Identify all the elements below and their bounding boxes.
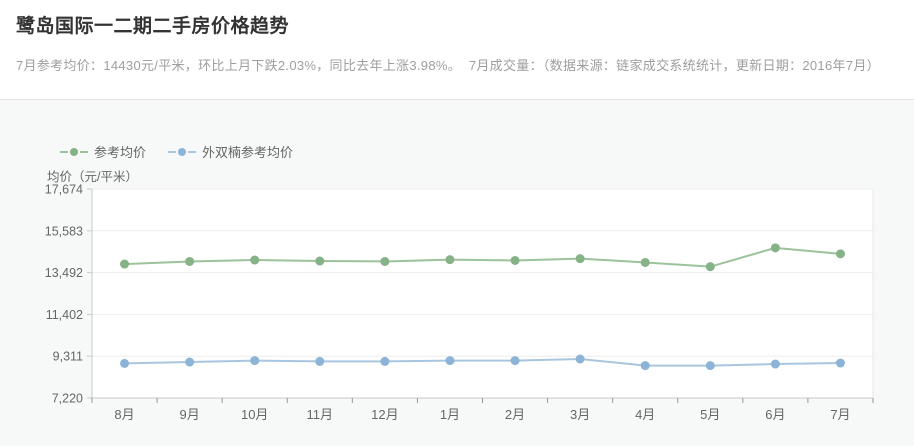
x-tick-label: 4月 bbox=[635, 407, 655, 422]
header-divider bbox=[0, 99, 914, 100]
legend-marker-icon bbox=[168, 147, 197, 156]
data-point[interactable] bbox=[120, 358, 130, 368]
y-axis-title: 均价（元/平米） bbox=[47, 170, 138, 184]
x-tick-label: 11月 bbox=[307, 407, 334, 422]
data-point[interactable] bbox=[770, 243, 780, 253]
legend-label: 外双楠参考均价 bbox=[202, 145, 294, 160]
data-point[interactable] bbox=[120, 259, 130, 269]
data-point[interactable] bbox=[250, 356, 260, 366]
page-subtitle: 7月参考均价：14430元/平米，环比上月下跌2.03%，同比去年上涨3.98%… bbox=[16, 58, 880, 73]
x-tick-label: 10月 bbox=[241, 407, 268, 422]
data-point[interactable] bbox=[185, 256, 195, 266]
legend-marker-icon bbox=[60, 147, 88, 156]
y-tick-label: 11,402 bbox=[46, 308, 83, 322]
y-tick-label: 17,674 bbox=[45, 183, 83, 197]
data-point[interactable] bbox=[575, 254, 585, 264]
data-point[interactable] bbox=[640, 361, 650, 371]
x-tick-label: 5月 bbox=[700, 407, 720, 422]
data-point[interactable] bbox=[705, 361, 715, 371]
x-tick-label: 9月 bbox=[180, 407, 200, 422]
data-point[interactable] bbox=[315, 256, 325, 266]
series-line-0 bbox=[124, 246, 841, 268]
series-line-1 bbox=[124, 358, 841, 367]
x-tick-label: 7月 bbox=[830, 407, 850, 422]
data-point[interactable] bbox=[510, 255, 520, 265]
data-point[interactable] bbox=[380, 356, 390, 366]
data-point[interactable] bbox=[380, 256, 390, 266]
y-tick-label: 13,492 bbox=[45, 266, 83, 280]
data-point[interactable] bbox=[835, 358, 845, 368]
data-point[interactable] bbox=[705, 262, 715, 272]
x-tick-label: 12月 bbox=[371, 407, 398, 422]
data-point[interactable] bbox=[445, 255, 455, 265]
legend-item-0[interactable]: 参考均价 bbox=[60, 142, 146, 161]
data-point[interactable] bbox=[770, 359, 780, 369]
price-trend-chart: 17,674 15,583 13,492 11,402 9,311 7,220 8月 9月 10… bbox=[45, 183, 874, 422]
data-point[interactable] bbox=[445, 356, 455, 366]
data-point[interactable] bbox=[510, 356, 520, 366]
data-point[interactable] bbox=[315, 356, 325, 366]
y-tick-label: 7,220 bbox=[52, 392, 83, 406]
data-point[interactable] bbox=[835, 249, 845, 259]
data-point[interactable] bbox=[250, 255, 260, 265]
page-title: 鹭岛国际一二期二手房价格趋势 bbox=[16, 16, 290, 37]
data-point[interactable] bbox=[640, 257, 650, 267]
legend-item-1[interactable]: 外双楠参考均价 bbox=[168, 142, 293, 161]
data-point[interactable] bbox=[185, 357, 195, 367]
chart-legend: 参考均价 外双楠参考均价 bbox=[60, 142, 293, 161]
x-tick-label: 6月 bbox=[765, 407, 785, 422]
plot-area bbox=[92, 189, 873, 398]
legend-label: 参考均价 bbox=[94, 145, 147, 160]
x-tick-label: 2月 bbox=[505, 407, 525, 422]
y-tick-label: 15,583 bbox=[45, 224, 83, 238]
x-tick-label: 3月 bbox=[570, 407, 590, 422]
x-tick-label: 8月 bbox=[114, 407, 134, 422]
x-tick-label: 1月 bbox=[440, 407, 460, 422]
y-tick-label: 9,311 bbox=[53, 350, 83, 364]
data-point[interactable] bbox=[575, 354, 585, 364]
